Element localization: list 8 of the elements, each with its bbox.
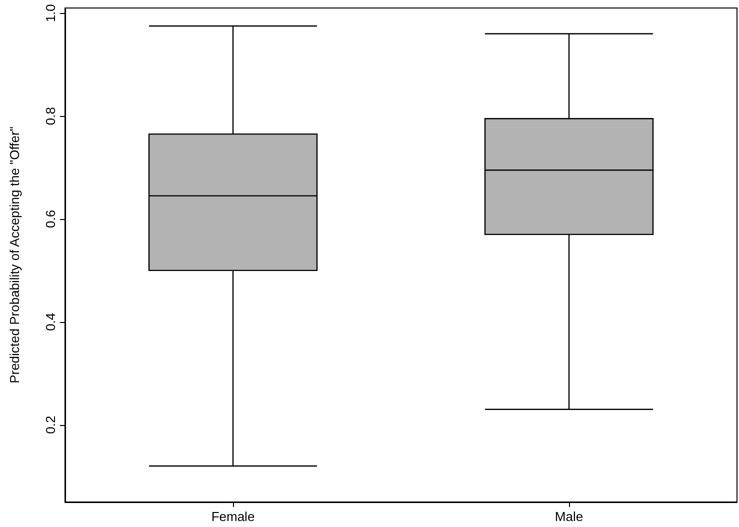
y-tick-label: 0.4 <box>43 312 58 331</box>
y-tick-label: 0.2 <box>43 416 58 434</box>
y-axis-title: Predicted Probability of Accepting the "Offer" <box>7 126 22 384</box>
y-tick-label: 1.0 <box>43 4 58 22</box>
y-tick-label: 0.6 <box>43 210 58 228</box>
x-tick-label: Male <box>554 509 584 524</box>
x-tick-label: Female <box>211 509 255 524</box>
y-tick-label: 0.8 <box>43 107 58 126</box>
